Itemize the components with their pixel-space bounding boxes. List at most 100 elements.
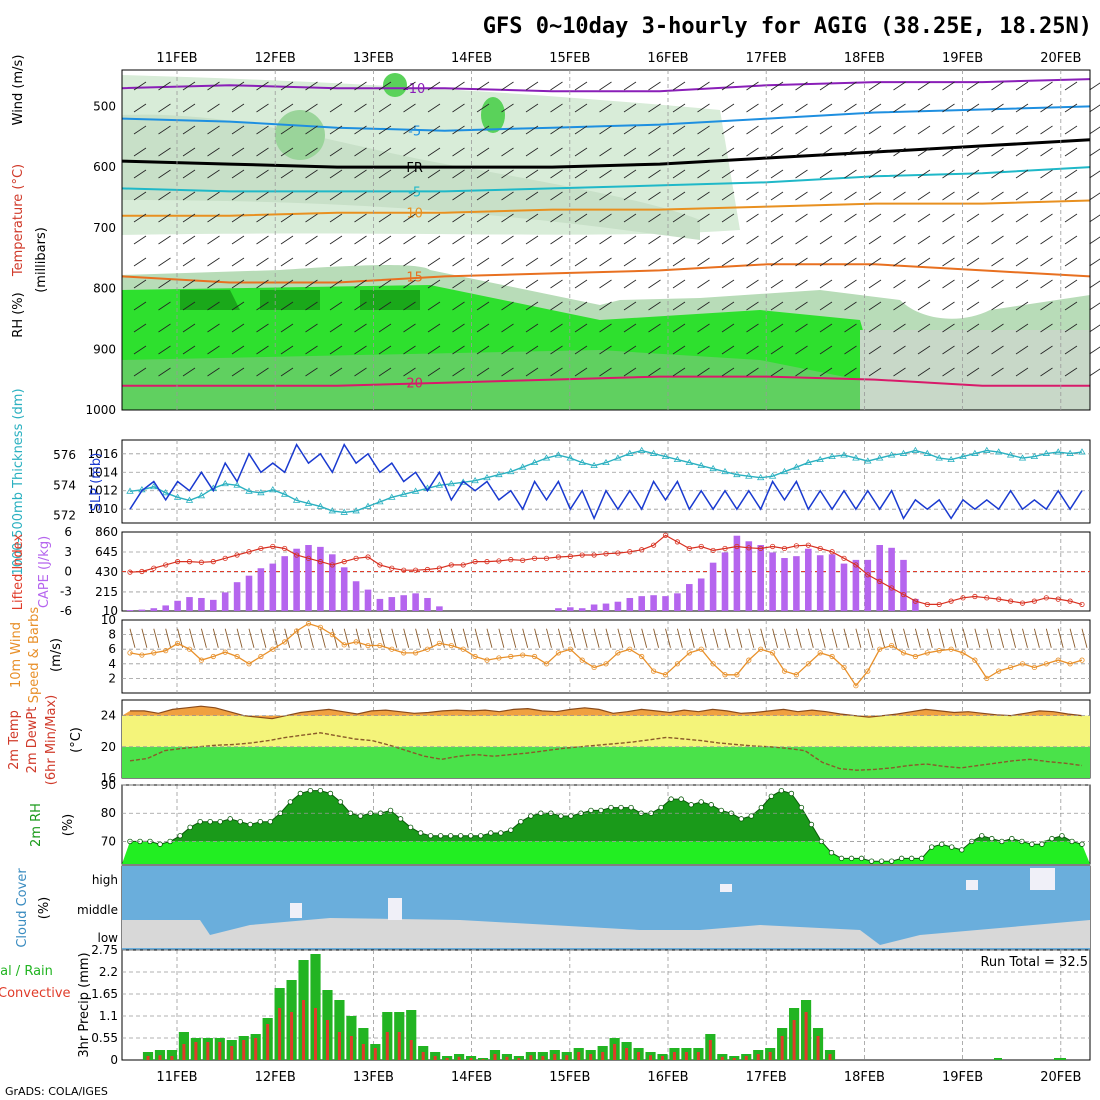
wind-barb bbox=[770, 169, 784, 179]
wind-barb bbox=[770, 301, 784, 311]
wind-marker bbox=[198, 657, 204, 663]
wind-barb bbox=[329, 367, 343, 377]
wind-barb bbox=[893, 147, 906, 157]
wind-barb bbox=[231, 169, 245, 179]
wind-barb-10m bbox=[629, 628, 636, 648]
cape-bar bbox=[686, 584, 693, 611]
wind-barb-10m bbox=[855, 628, 862, 648]
ytick-cape: 430 bbox=[95, 565, 118, 579]
wind-barb bbox=[672, 147, 686, 157]
cape-bar bbox=[293, 548, 300, 611]
wind-marker bbox=[996, 668, 1002, 674]
wind-barb-10m bbox=[938, 628, 945, 648]
wind-marker bbox=[508, 653, 514, 660]
li-marker bbox=[639, 547, 645, 553]
wind-barb-10m bbox=[165, 628, 172, 648]
wind-barb bbox=[672, 191, 686, 201]
wind-barb-10m bbox=[1033, 628, 1040, 648]
wind-barb bbox=[770, 125, 784, 135]
wind-barb bbox=[697, 323, 710, 333]
wind-marker bbox=[912, 653, 919, 660]
wind-marker bbox=[1079, 657, 1085, 663]
wind-marker bbox=[1043, 661, 1049, 667]
wind-barb bbox=[1089, 280, 1100, 289]
li-marker bbox=[1055, 596, 1061, 602]
precip-convective-bar bbox=[649, 1055, 653, 1060]
wind-barb bbox=[819, 81, 833, 91]
wind-barb bbox=[1015, 367, 1029, 377]
wind-barb bbox=[1040, 213, 1053, 223]
precip-total-bar bbox=[477, 1058, 489, 1060]
wind-barb bbox=[158, 213, 171, 223]
ylabel-temp-unit: (°C) bbox=[69, 727, 84, 753]
cape-bar bbox=[305, 545, 312, 611]
wind-barb bbox=[623, 323, 637, 333]
wind-barb bbox=[574, 257, 588, 267]
thickness-marker bbox=[507, 467, 515, 475]
wind-barb-10m bbox=[867, 628, 874, 648]
ytick-cape: 860 bbox=[95, 525, 118, 539]
wind-barb bbox=[256, 235, 269, 245]
li-marker bbox=[1043, 595, 1049, 601]
wind-barb bbox=[672, 257, 686, 267]
wind-barb bbox=[133, 147, 147, 157]
wind-marker bbox=[484, 657, 490, 663]
wind-barb bbox=[158, 125, 171, 135]
precip-convective-bar bbox=[553, 1054, 557, 1060]
wind-barb bbox=[525, 103, 539, 113]
wind-barb bbox=[648, 125, 661, 135]
thickness-marker bbox=[780, 467, 789, 475]
cape-bar bbox=[638, 596, 645, 611]
series-thickness bbox=[129, 449, 1083, 514]
wind-barb bbox=[795, 125, 808, 135]
wind-barb bbox=[795, 169, 808, 179]
wind-barb bbox=[452, 279, 465, 289]
cape-bar bbox=[626, 597, 634, 611]
wind-barb bbox=[917, 191, 931, 201]
thickness-marker bbox=[649, 449, 658, 456]
wind-barb bbox=[795, 103, 808, 113]
wind-barb bbox=[648, 323, 661, 333]
wind-barb bbox=[403, 235, 416, 245]
wind-barb bbox=[942, 169, 955, 179]
thickness-marker bbox=[221, 479, 229, 487]
wind-marker bbox=[448, 642, 454, 649]
wind-marker bbox=[972, 657, 978, 663]
wind-barb bbox=[721, 301, 735, 311]
temp-band-green bbox=[122, 746, 1090, 778]
wind-barb bbox=[844, 279, 857, 289]
wind-barb bbox=[378, 301, 392, 311]
cape-bar bbox=[555, 608, 562, 611]
wind-barb bbox=[476, 81, 490, 91]
li-marker bbox=[972, 593, 978, 600]
precip-convective-bar bbox=[493, 1054, 497, 1060]
precip-convective-bar bbox=[577, 1052, 581, 1060]
precip-convective-bar bbox=[290, 1012, 294, 1060]
li-marker bbox=[210, 559, 216, 565]
precip-total-bar bbox=[166, 1050, 178, 1060]
precip-convective-bar bbox=[230, 1046, 234, 1060]
wind-barb bbox=[280, 103, 294, 113]
thickness-marker bbox=[388, 493, 396, 500]
wind-barb bbox=[354, 81, 367, 91]
ytick-slp: 1016 bbox=[87, 447, 118, 461]
wind-marker bbox=[293, 628, 300, 634]
wind-barb bbox=[942, 103, 955, 113]
li-marker bbox=[841, 555, 847, 561]
li-marker bbox=[1067, 598, 1073, 604]
date-label-top: 15FEB bbox=[549, 51, 590, 66]
thickness-marker bbox=[709, 464, 717, 472]
thickness-marker bbox=[566, 454, 575, 461]
wind-barb bbox=[893, 169, 906, 179]
wind-barb bbox=[280, 81, 294, 91]
wind-barb bbox=[819, 257, 833, 267]
cloud-cover-low bbox=[122, 918, 1090, 948]
wind-barb bbox=[550, 213, 563, 223]
wind-barb bbox=[770, 235, 784, 245]
rh-marker bbox=[868, 858, 875, 864]
cape-bar bbox=[662, 596, 669, 611]
wind-barb bbox=[574, 191, 588, 201]
thickness-marker bbox=[626, 449, 634, 456]
wind-barb-10m bbox=[807, 628, 814, 648]
wind-barb bbox=[942, 235, 955, 245]
